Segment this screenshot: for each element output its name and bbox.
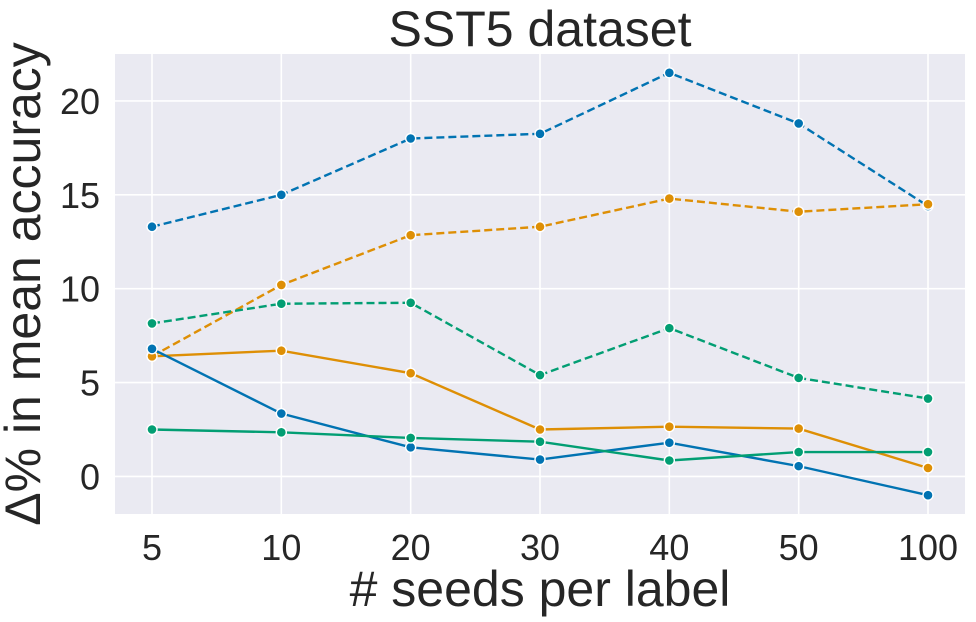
- y-axis-label: Δ% in mean accuracy: [0, 42, 51, 526]
- data-point: [663, 67, 676, 79]
- data-point: [663, 454, 676, 467]
- data-point: [404, 132, 417, 145]
- y-tick-label: 10: [60, 269, 100, 310]
- chart-title: SST5 dataset: [389, 1, 692, 57]
- data-point: [922, 392, 934, 405]
- data-point: [404, 297, 417, 309]
- y-tick-label: 5: [80, 363, 100, 404]
- data-point: [404, 367, 417, 379]
- data-point: [275, 407, 288, 420]
- data-point: [663, 436, 676, 449]
- data-point: [534, 453, 546, 466]
- x-tick-label: 100: [898, 527, 958, 568]
- series-layer: [146, 67, 934, 501]
- data-point: [922, 446, 934, 458]
- data-point: [792, 372, 805, 384]
- data-point: [922, 198, 934, 210]
- data-point: [663, 192, 676, 205]
- data-point: [534, 221, 546, 233]
- series-6: [146, 423, 934, 467]
- data-point: [275, 298, 288, 310]
- x-tick-label: 5: [142, 527, 162, 568]
- data-point: [922, 489, 934, 501]
- y-tick-label: 15: [60, 175, 100, 216]
- data-point: [922, 462, 934, 474]
- x-tick-label: 30: [520, 527, 560, 568]
- series-3: [146, 297, 934, 405]
- data-point: [404, 441, 417, 454]
- data-point: [534, 423, 546, 436]
- data-point: [146, 221, 158, 233]
- data-point: [275, 344, 288, 357]
- y-tick-label: 20: [60, 81, 100, 122]
- data-point: [404, 432, 417, 444]
- data-point: [146, 343, 158, 355]
- data-point: [792, 460, 805, 472]
- data-point: [534, 128, 546, 140]
- data-point: [275, 279, 288, 291]
- x-tick-label: 50: [779, 527, 819, 568]
- data-point: [534, 369, 546, 381]
- data-point: [534, 436, 546, 448]
- x-tick-label: 20: [391, 527, 431, 568]
- series-5: [146, 343, 934, 501]
- data-point: [146, 423, 158, 436]
- y-tick-label: 0: [80, 456, 100, 497]
- data-point: [792, 446, 805, 458]
- data-point: [275, 189, 288, 201]
- x-tick-label: 40: [649, 527, 689, 568]
- data-point: [663, 322, 676, 334]
- x-axis-label: # seeds per label: [350, 561, 731, 617]
- tick-labels: 5 10 20 30 40 50 100 0 5 10 15 20: [60, 81, 958, 568]
- data-point: [792, 422, 805, 435]
- data-point: [146, 317, 158, 330]
- data-point: [663, 420, 676, 433]
- data-point: [404, 229, 417, 241]
- data-point: [792, 117, 805, 130]
- data-point: [275, 426, 288, 439]
- data-point: [792, 206, 805, 218]
- series-1: [146, 67, 934, 233]
- x-tick-label: 10: [261, 527, 301, 568]
